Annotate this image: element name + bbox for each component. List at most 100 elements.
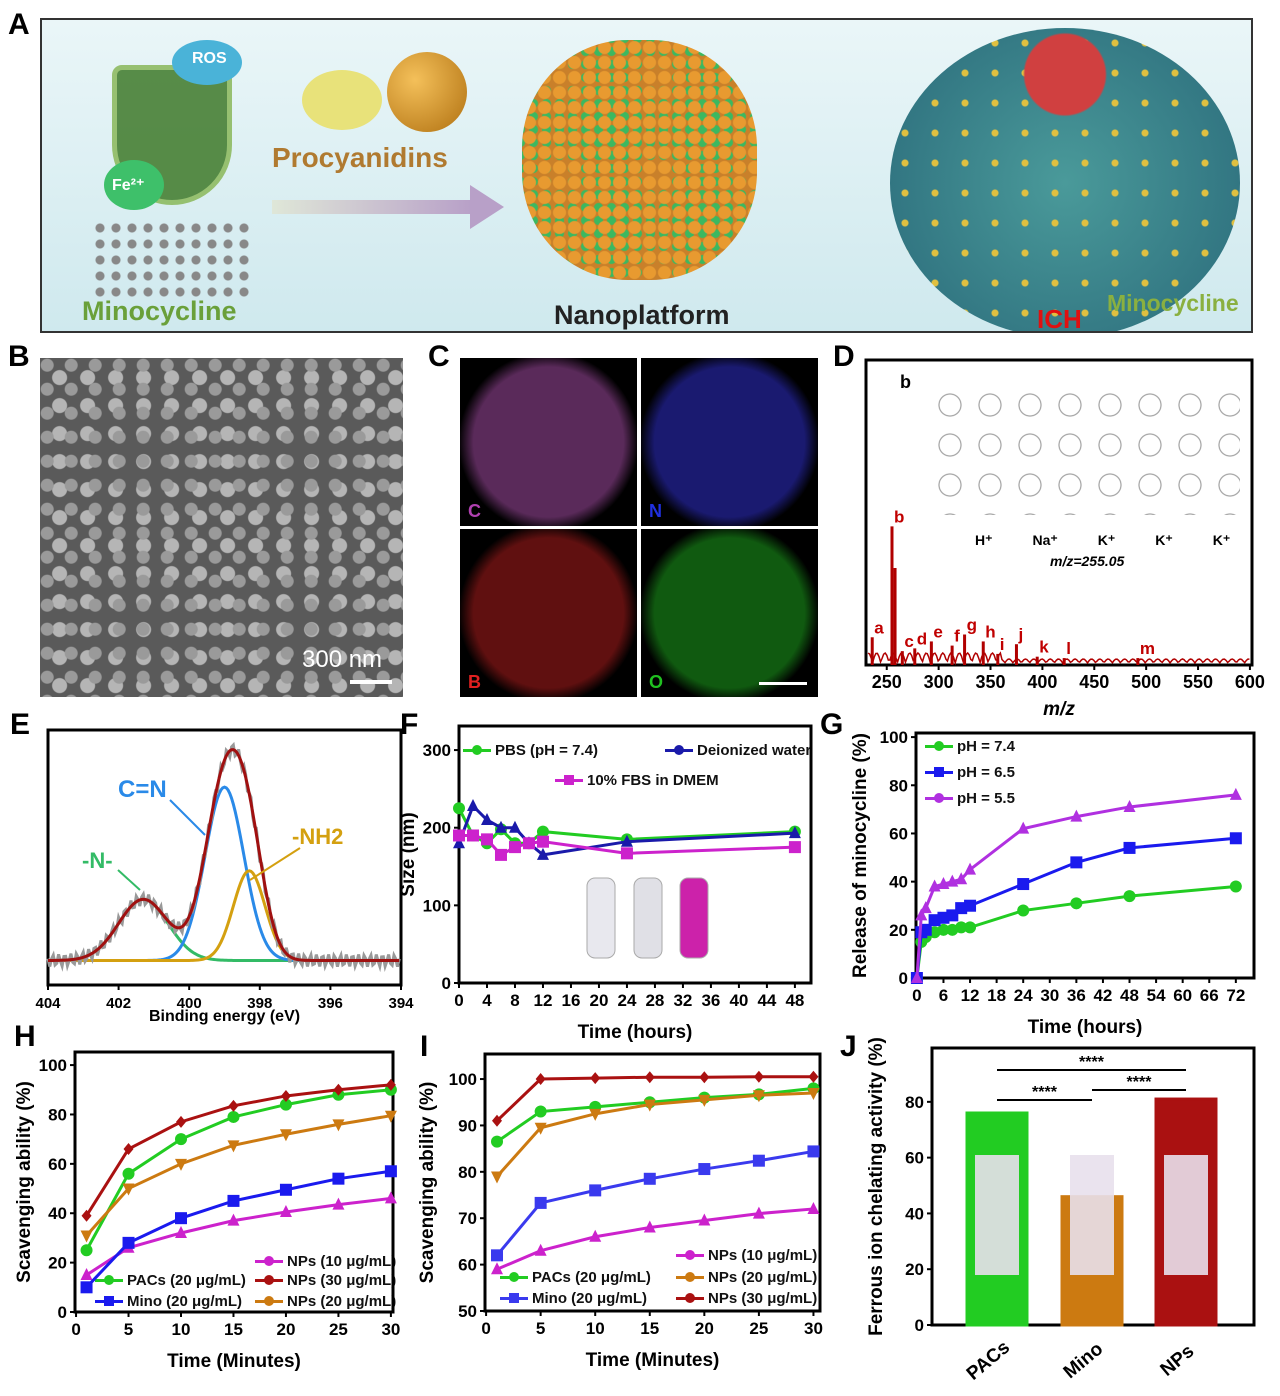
x-tick-label: 394 xyxy=(388,995,414,1012)
y-axis-title: Scavenging ability (%) xyxy=(14,1081,35,1283)
data-point xyxy=(227,1194,240,1207)
data-point xyxy=(534,1105,547,1118)
x-axis-title: Time (hours) xyxy=(578,1022,693,1043)
data-point xyxy=(955,872,968,885)
data-point xyxy=(228,1099,239,1112)
series-line xyxy=(496,1207,814,1271)
arrow-head xyxy=(470,185,504,229)
data-point xyxy=(919,901,932,914)
data-point xyxy=(534,1196,547,1209)
x-tick-label: 40 xyxy=(729,991,748,1010)
x-tick-label: 28 xyxy=(645,991,664,1010)
annotation-arrow xyxy=(249,847,301,881)
peak-label: f xyxy=(954,627,960,646)
data-point xyxy=(1123,841,1136,854)
y-tick-label: 20 xyxy=(889,921,908,940)
x-tick-label: 398 xyxy=(247,995,272,1012)
panel-label-e: E xyxy=(10,708,31,741)
data-point xyxy=(279,1183,292,1196)
data-point xyxy=(333,1083,344,1096)
peak-label: k xyxy=(1039,638,1049,657)
element-label-o: O xyxy=(649,672,664,692)
series-pacs-20-g-ml- xyxy=(491,1082,820,1148)
data-point xyxy=(384,1191,397,1204)
x-tick-label: 54 xyxy=(1147,986,1166,1005)
y-tick-label: 40 xyxy=(889,873,908,892)
panel-label-j: J xyxy=(840,1030,857,1063)
x-tick-label: 12 xyxy=(534,991,553,1010)
data-point xyxy=(453,802,465,815)
data-point xyxy=(1017,904,1030,917)
legend-swatch-icon xyxy=(676,1272,704,1282)
panel-label-i: I xyxy=(420,1030,429,1063)
data-point xyxy=(175,1212,187,1225)
data-point xyxy=(123,1143,134,1156)
x-tick-label: PACs xyxy=(963,1337,1014,1385)
data-point xyxy=(385,1078,396,1091)
data-point xyxy=(643,1172,656,1185)
y-tick-label: 50 xyxy=(458,1302,477,1321)
data-point xyxy=(80,1267,93,1280)
data-point xyxy=(279,1129,292,1142)
data-point xyxy=(466,829,479,842)
legend-swatch-icon xyxy=(255,1275,283,1285)
x-tick-label: 0 xyxy=(481,1319,490,1338)
nanoplatform-image xyxy=(522,40,757,280)
data-point xyxy=(279,1098,292,1111)
y-tick-label: 20 xyxy=(905,1260,924,1279)
data-point xyxy=(589,1108,602,1121)
data-point xyxy=(534,1122,547,1135)
series-line xyxy=(85,1169,392,1289)
ros-molecule xyxy=(172,40,242,85)
element-label-c: C xyxy=(468,501,481,521)
legend-swatch-icon xyxy=(500,1293,528,1303)
legend-swatch-icon xyxy=(676,1293,704,1303)
data-point xyxy=(752,1206,765,1219)
element-map-n: N xyxy=(641,358,818,526)
x-axis-title: Time (hours) xyxy=(1028,1017,1143,1038)
x-tick-label: 12 xyxy=(961,986,980,1005)
legend-item: Mino (20 μg/mL) xyxy=(500,1290,647,1307)
y-tick-label: 0 xyxy=(442,974,451,993)
data-point xyxy=(508,820,521,833)
x-tick-label: 450 xyxy=(1079,672,1109,692)
data-point xyxy=(491,1171,504,1184)
data-point xyxy=(122,1167,135,1180)
legend-swatch-icon xyxy=(463,745,491,755)
annotation-arrow xyxy=(117,869,141,891)
legend-swatch-icon xyxy=(665,745,693,755)
x-axis-title: Time (Minutes) xyxy=(167,1351,301,1372)
x-tick-label: 550 xyxy=(1183,672,1213,692)
chart-e: 404 402 400 398 396 394 Binding energy (eV) C=N… xyxy=(35,728,414,1025)
data-point xyxy=(453,836,465,849)
legend-item: pH = 5.5 xyxy=(925,790,1015,807)
legend-label: Mino (20 μg/mL) xyxy=(532,1290,648,1307)
procyanidins-label: Procyanidins xyxy=(272,142,448,173)
x-tick-label: 10 xyxy=(586,1319,605,1338)
spectrum-baseline xyxy=(867,651,1250,666)
series-nps-30-g-ml- xyxy=(492,1070,819,1127)
series-nps-30-g-ml- xyxy=(81,1078,396,1222)
y-tick-label: 80 xyxy=(458,1163,477,1182)
scale-bar-label: 300 nm xyxy=(302,646,383,673)
series-nps-20-g-ml- xyxy=(80,1110,397,1243)
x-tick-label: 20 xyxy=(276,1320,295,1339)
legend-item: Deionized water xyxy=(665,742,811,759)
legend-item: PACs (20 μg/mL) xyxy=(500,1269,651,1286)
peak-label: b xyxy=(894,507,904,526)
x-axis-title: m/z xyxy=(1043,699,1075,720)
ich-label: ICH xyxy=(1037,304,1082,333)
legend-swatch-icon xyxy=(255,1256,283,1266)
data-point xyxy=(384,1165,397,1178)
element-map-b: B xyxy=(460,529,637,697)
data-point xyxy=(536,847,549,860)
data-point xyxy=(480,812,493,825)
x-tick-label: 18 xyxy=(987,986,1006,1005)
data-point xyxy=(1229,787,1242,800)
x-tick-label: 400 xyxy=(1027,672,1057,692)
series-ph-7-4 xyxy=(910,880,1242,984)
data-point xyxy=(643,1099,656,1112)
x-tick-label: 250 xyxy=(872,672,902,692)
legend-item: NPs (20 μg/mL) xyxy=(676,1269,817,1286)
